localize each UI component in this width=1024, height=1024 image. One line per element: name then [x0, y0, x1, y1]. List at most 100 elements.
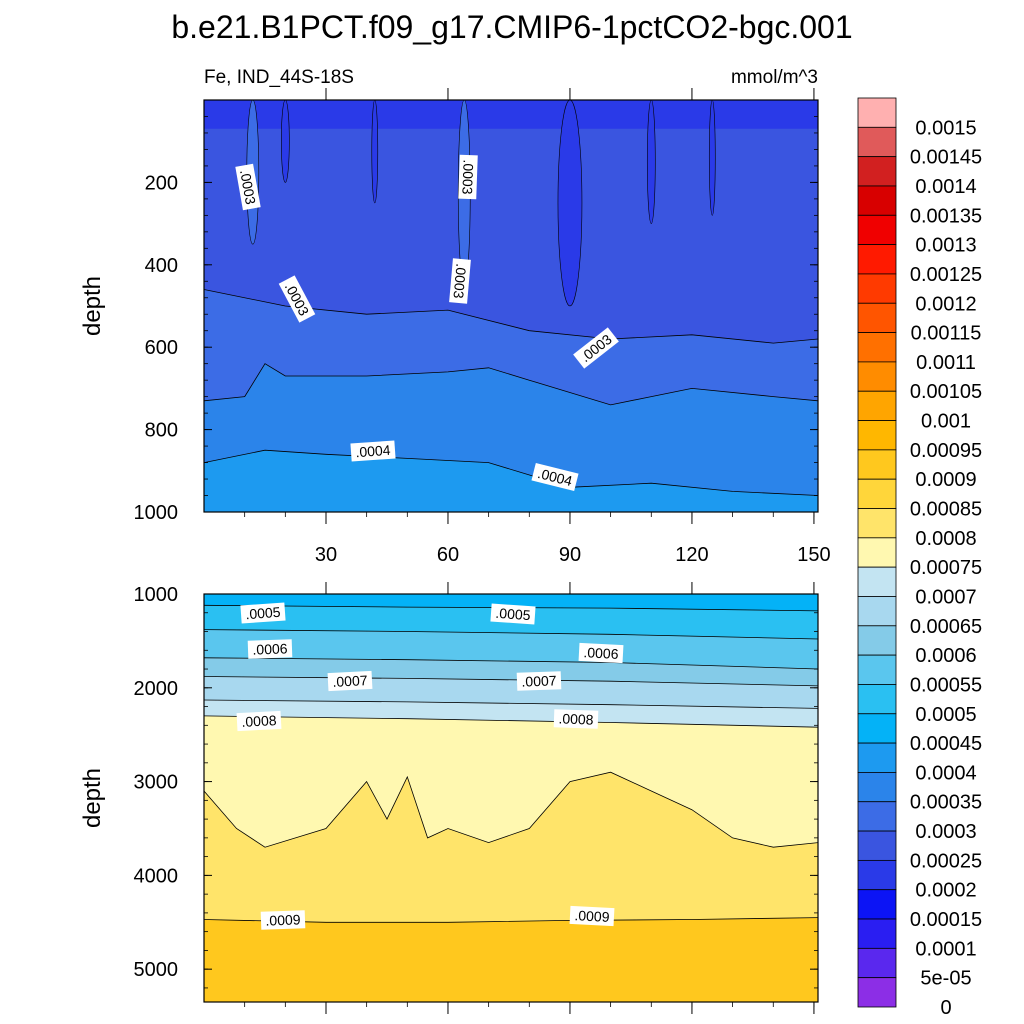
contour-label: .0003 [459, 159, 476, 195]
colorbar-label: 0.0006 [915, 645, 976, 667]
contour-line [204, 629, 818, 640]
colorbar-label: 0 [940, 997, 951, 1019]
y-tick-label: 1000 [134, 584, 179, 606]
contour-label-box [490, 603, 536, 625]
colorbar-swatch [857, 244, 897, 275]
colorbar-label: 0.0007 [915, 586, 976, 608]
contour-line [204, 715, 818, 728]
contour-label-box [235, 163, 261, 211]
contour-label: .0007 [332, 672, 368, 690]
colorbar-label: 0.0004 [915, 762, 976, 784]
y-tick-label: 400 [145, 255, 178, 277]
colorbar-label: 5e-05 [920, 968, 971, 990]
colorbar-swatch [857, 361, 897, 392]
contour-line [204, 449, 818, 496]
y-tick-label: 600 [145, 337, 178, 359]
colorbar-swatch [857, 508, 897, 539]
colorbar-label: 0.00135 [910, 205, 982, 227]
contour-line [204, 917, 818, 923]
colorbar-label: 0.00085 [910, 499, 982, 521]
contour-label: .0009 [574, 907, 610, 925]
colorbar-label: 0.0012 [915, 293, 976, 315]
colorbar-swatch [857, 566, 897, 597]
contour-band [204, 917, 818, 1002]
contour-label: .0006 [583, 644, 619, 662]
chart-title: b.e21.B1PCT.f09_g17.CMIP6-1pctCO2-bgc.00… [171, 9, 852, 45]
colorbar-label: 0.00055 [910, 674, 982, 696]
colorbar-swatch [857, 302, 897, 333]
x-tick-label: 60 [437, 544, 459, 566]
plot-frame [203, 593, 819, 1003]
colorbar-swatch [857, 742, 897, 773]
contour-band [557, 100, 583, 307]
contour-band [204, 363, 818, 496]
colorbar-label: 0.00065 [910, 616, 982, 638]
y-tick-label: 5000 [134, 959, 179, 981]
colorbar-label: 0.00045 [910, 733, 982, 755]
contour-label-box [260, 910, 306, 930]
contour-label-box [578, 642, 624, 664]
contour-band [646, 100, 656, 224]
contour-label-box [553, 709, 599, 729]
contour-label-box [516, 671, 562, 691]
colorbar-swatch [857, 684, 897, 715]
contour-label-box [278, 275, 316, 323]
colorbar-swatch [857, 713, 897, 744]
contour-label: .0008 [241, 712, 277, 730]
contour-label: .0005 [245, 604, 281, 622]
colorbar-swatch [857, 185, 897, 216]
colorbar-swatch [857, 478, 897, 509]
colorbar-swatch [857, 126, 897, 158]
colorbar-label: 0.0008 [915, 528, 976, 550]
contour-band [204, 657, 818, 686]
colorbar-swatch [857, 449, 897, 480]
contour-label: .0003 [237, 168, 259, 205]
contour-line [204, 657, 818, 670]
colorbar-swatch [857, 977, 897, 1008]
contour-line [204, 289, 818, 344]
colorbar-swatch [857, 889, 897, 920]
y-tick-label: 2000 [134, 678, 179, 700]
colorbar-label: 0.0014 [915, 176, 976, 198]
contour-label-box [247, 639, 293, 659]
colorbar-label: 0.00025 [910, 850, 982, 872]
colorbar-swatch [857, 214, 897, 246]
x-tick-label: 30 [315, 544, 337, 566]
contour-label-box [240, 602, 286, 624]
contour-band [204, 100, 818, 344]
colorbar-label: 0.00075 [910, 557, 982, 579]
colorbar-label: 0.00105 [910, 381, 982, 403]
y-tick-label: 3000 [134, 772, 179, 794]
contour-label: .0003 [450, 263, 469, 300]
contour-band [204, 450, 818, 512]
contour-band [204, 772, 818, 923]
colorbar-label: 0.00145 [910, 147, 982, 169]
contour-label-box [327, 670, 373, 692]
colorbar-swatch [857, 97, 897, 128]
x-tick-label: 150 [797, 544, 830, 566]
colorbar-swatch [857, 772, 897, 803]
colorbar-swatch [857, 801, 897, 832]
colorbar-label: 0.00095 [910, 440, 982, 462]
contour-label-box [449, 258, 471, 304]
contour-label-box [350, 440, 396, 462]
colorbar-swatch [857, 156, 897, 187]
contour-line [204, 363, 818, 406]
colorbar-label: 0.0002 [915, 880, 976, 902]
contour-label: .0004 [355, 442, 391, 460]
contour-label-box [236, 710, 282, 732]
contour-label: .0009 [265, 911, 301, 928]
x-tick-label: 120 [675, 544, 708, 566]
y-axis-label: depth [79, 276, 106, 336]
contour-label-box [569, 905, 615, 927]
y-tick-label: 800 [145, 420, 178, 442]
y-axis-label: depth [79, 768, 106, 828]
contour-label-box [458, 154, 478, 200]
colorbar-label: 0.00015 [910, 909, 982, 931]
colorbar-swatch [857, 654, 897, 685]
colorbar-label: 0.001 [921, 411, 971, 433]
contour-band [204, 289, 818, 405]
contour-band [204, 594, 818, 611]
colorbar-swatch [857, 859, 897, 891]
